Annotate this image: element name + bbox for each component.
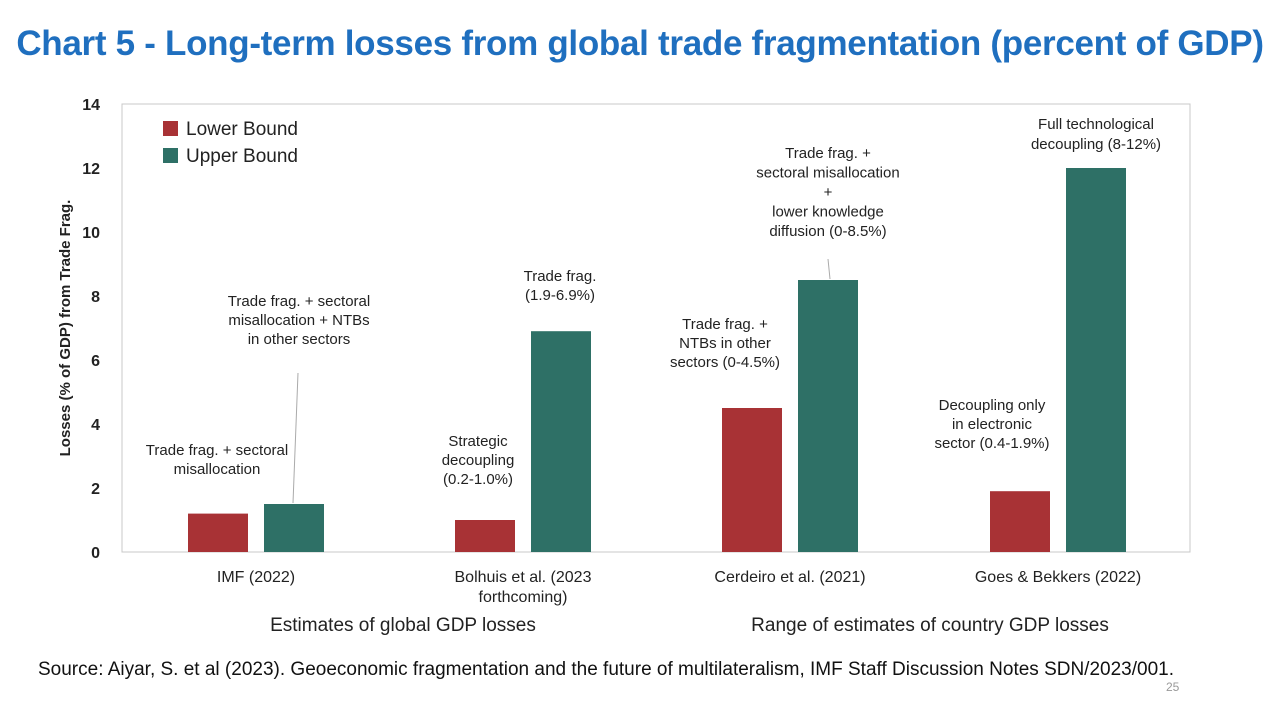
x-tick-label: IMF (2022) [217,569,295,586]
legend-swatch [163,148,178,163]
annotation-text: sectoral misallocation [756,165,899,182]
y-tick-label: 6 [91,353,100,370]
annotation-text: in electronic [952,416,1033,433]
annotation-text: in other sectors [248,331,351,348]
slide-title: Chart 5 - Long-term losses from global t… [16,24,1264,63]
annotation-text: (0.2-1.0%) [443,471,513,488]
annotation-text: Trade frag. + [682,316,768,333]
x-tick-label: forthcoming) [479,589,568,606]
y-tick-label: 0 [91,545,100,562]
annotation-text: Full technological [1038,116,1154,133]
source-note: Source: Aiyar, S. et al (2023). Geoecono… [38,659,1174,680]
legend-label: Upper Bound [186,146,298,167]
annotation-text: Decoupling only [939,397,1046,414]
annotation-text: Trade frag. + sectoral [228,293,370,310]
annotation-text: decoupling (8-12%) [1031,136,1161,153]
legend-label: Lower Bound [186,119,298,140]
annotation-leader-line [292,372,299,504]
bar [1066,168,1126,552]
annotation-text: Trade frag. + [785,145,871,162]
annotation-text: misallocation + NTBs [228,312,369,329]
annotation-text: diffusion (0-8.5%) [769,223,886,240]
group-label-country: Range of estimates of country GDP losses [751,615,1109,636]
x-tick-label: Cerdeiro et al. (2021) [714,569,865,586]
y-tick-label: 8 [91,289,100,306]
annotation-text: + [824,184,833,201]
x-tick-label: Bolhuis et al. (2023 [455,569,592,586]
annotation-text: Trade frag. + sectoral [146,442,288,459]
plot-frame [121,103,1191,553]
annotation-text: sectors (0-4.5%) [670,354,780,371]
bar [990,491,1050,552]
bar [264,504,324,552]
y-axis-label: Losses (% of GDP) from Trade Frag. [57,200,74,457]
y-tick-label: 2 [91,481,100,498]
annotation-leader-line [827,258,831,280]
bar [531,331,591,552]
bar [722,408,782,552]
y-tick-label: 10 [82,225,100,242]
annotation-text: Strategic [448,433,508,450]
y-tick-label: 14 [82,97,100,114]
y-tick-label: 4 [91,417,100,434]
legend-swatch [163,121,178,136]
annotation-text: Trade frag. [524,268,597,285]
annotation-text: sector (0.4-1.9%) [934,435,1049,452]
annotation-text: lower knowledge [772,204,884,221]
page-number: 25 [1166,680,1180,694]
y-tick-label: 12 [82,161,100,178]
x-tick-label: Goes & Bekkers (2022) [975,569,1141,586]
bar [188,513,248,552]
annotation-text: misallocation [174,461,261,478]
bar [798,280,858,552]
annotation-text: NTBs in other [679,335,771,352]
group-label-global: Estimates of global GDP losses [270,615,536,636]
annotation-text: (1.9-6.9%) [525,287,595,304]
bar [455,520,515,552]
annotation-text: decoupling [442,452,515,469]
